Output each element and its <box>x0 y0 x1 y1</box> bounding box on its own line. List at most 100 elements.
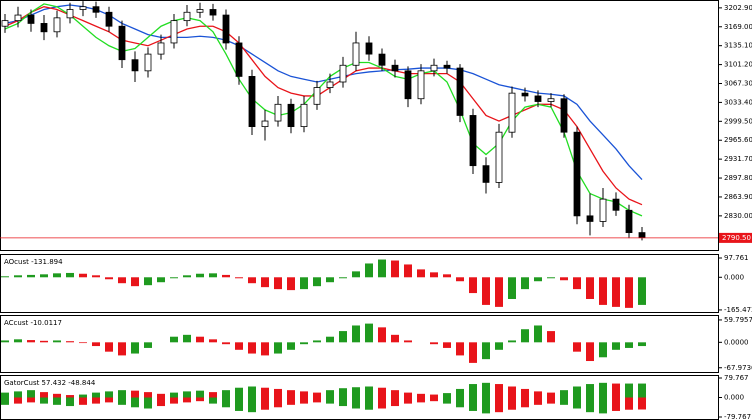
histogram-bar <box>404 340 412 343</box>
gator-bar <box>105 397 113 403</box>
gator-bar <box>261 387 269 398</box>
y-tick-label: -165.473 <box>724 306 752 314</box>
gator-bar <box>391 397 399 407</box>
y-tick-label: -67.9736 <box>724 364 752 372</box>
histogram-bar <box>196 336 204 343</box>
histogram-bar <box>378 327 386 343</box>
y-tick-label: 59.7957 <box>724 316 752 324</box>
gator-bar <box>105 391 113 398</box>
candle-body <box>404 70 412 100</box>
candle-body <box>612 198 620 211</box>
gator-bar <box>196 390 204 398</box>
histogram-bar <box>170 277 178 279</box>
histogram-bar <box>235 277 243 279</box>
gator-bar <box>482 397 490 414</box>
gator-bar <box>625 397 633 410</box>
histogram-bar <box>287 277 295 291</box>
gator-bar <box>144 397 152 409</box>
histogram-bar <box>14 275 22 278</box>
histogram-bar <box>105 277 113 280</box>
histogram-bar <box>521 277 529 290</box>
candle-body <box>300 103 308 128</box>
candle-body <box>66 9 74 19</box>
gator-bar <box>209 397 217 404</box>
histogram-bar <box>53 340 61 343</box>
histogram-bar <box>365 263 373 278</box>
candle-body <box>560 98 568 133</box>
last-price-label: 2790.50 <box>722 234 751 242</box>
gator-bar <box>456 397 464 408</box>
histogram-bar <box>300 342 308 345</box>
candle-body <box>508 92 516 133</box>
gator-bar <box>573 397 581 409</box>
histogram-bar <box>586 342 594 362</box>
gator-bar <box>1 392 9 398</box>
histogram-bar <box>378 259 386 278</box>
candle-body <box>313 87 321 105</box>
candle-body <box>482 165 490 183</box>
y-tick-label: 2897.80 <box>724 174 752 182</box>
histogram-bar <box>79 273 87 278</box>
gator-bar <box>612 397 620 411</box>
histogram-bar <box>313 340 321 343</box>
histogram-bar <box>365 323 373 343</box>
candle-body <box>118 25 126 61</box>
candle-body <box>521 92 529 97</box>
histogram-bar <box>144 342 152 348</box>
gator-bar <box>508 397 516 410</box>
histogram-bar <box>300 277 308 290</box>
panel-frame <box>0 254 719 313</box>
histogram-bar <box>27 274 35 278</box>
gator-bar <box>144 392 152 398</box>
histogram-bar <box>222 342 230 345</box>
gator-bar <box>170 392 178 398</box>
gator-bar <box>209 392 217 398</box>
gator-bar <box>157 393 165 398</box>
gator-bar <box>40 397 48 404</box>
gator-bar <box>443 393 451 398</box>
panel-title: ACcust -10.0117 <box>4 319 62 327</box>
candle-body <box>443 64 451 69</box>
histogram-bar <box>326 336 334 343</box>
y-tick-label: 0.000 <box>724 273 744 281</box>
histogram-bar <box>443 342 451 348</box>
histogram-bar <box>40 340 48 343</box>
histogram-bar <box>326 277 334 283</box>
gator-bar <box>560 397 568 405</box>
histogram-bar <box>170 336 178 343</box>
gator-bar <box>456 388 464 398</box>
gator-bar <box>547 397 555 404</box>
gator-bar <box>378 387 386 398</box>
candle-body <box>235 42 243 77</box>
gator-bar <box>521 397 529 408</box>
histogram-bar <box>183 275 191 278</box>
candle-body <box>40 23 48 33</box>
histogram-bar <box>131 342 139 354</box>
gator-bar <box>352 397 360 409</box>
gator-bar <box>53 397 61 405</box>
candle-body <box>599 198 607 222</box>
candle-body <box>183 11 191 22</box>
histogram-bar <box>573 342 581 352</box>
histogram-bar <box>534 325 542 343</box>
gator-bar <box>638 397 646 410</box>
histogram-bar <box>443 274 451 278</box>
candle-body <box>131 59 139 72</box>
histogram-bar <box>599 277 607 305</box>
panel-title: GatorCust 57.432 -48.844 <box>4 379 96 387</box>
histogram-bar <box>131 277 139 287</box>
y-tick-label: 3101.20 <box>724 61 752 69</box>
gator-bar <box>27 397 35 403</box>
y-tick-label: 3202.90 <box>724 4 752 12</box>
gator-bar <box>92 392 100 398</box>
histogram-bar <box>235 342 243 350</box>
histogram-bar <box>625 342 633 348</box>
gator-bar <box>14 397 22 404</box>
candle-body <box>27 14 35 24</box>
candle-body <box>586 215 594 222</box>
gator-bar <box>157 397 165 407</box>
histogram-bar <box>625 277 633 308</box>
candle-body <box>209 9 217 16</box>
histogram-bar <box>560 277 568 281</box>
